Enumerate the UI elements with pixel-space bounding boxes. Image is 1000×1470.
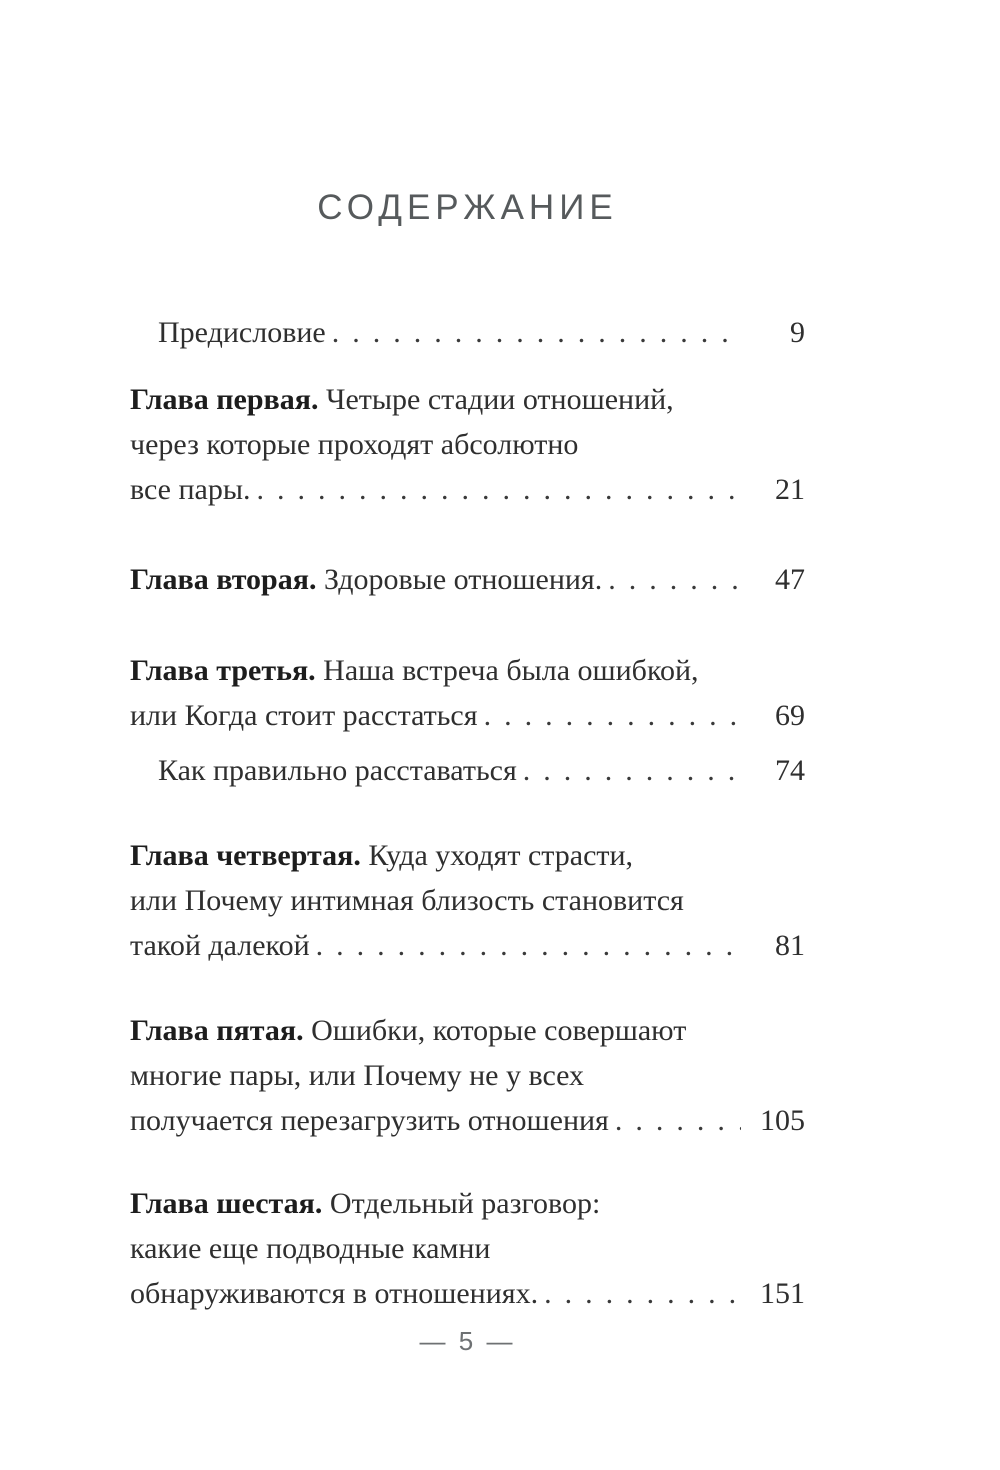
chapter-label: Глава третья. bbox=[130, 654, 316, 687]
toc-line: Глава пятая. Ошибки, которые совершают bbox=[130, 1008, 805, 1053]
page-title: СОДЕРЖАНИЕ bbox=[317, 188, 618, 227]
page-footer: — 5 — bbox=[130, 1324, 805, 1358]
folio-page-number: — 5 — bbox=[419, 1326, 516, 1356]
chapter-label: Глава первая. bbox=[130, 383, 319, 416]
dot-leader bbox=[523, 748, 741, 793]
toc-entry: Как правильно расставаться 74 bbox=[130, 748, 805, 793]
entry-text: получается перезагрузить отношения bbox=[130, 1104, 609, 1137]
toc-line: Предисловие 9 bbox=[158, 310, 805, 355]
dot-leader bbox=[257, 467, 741, 512]
toc-entry: Глава первая. Четыре стадии отношений, че… bbox=[130, 377, 805, 512]
page-number: 69 bbox=[775, 699, 805, 732]
entry-text: или Почему интимная близость становится bbox=[130, 884, 684, 917]
dot-leader bbox=[316, 923, 741, 968]
dot-leader bbox=[544, 1271, 741, 1316]
entry-text: многие пары, или Почему не у всех bbox=[130, 1059, 585, 1092]
page-number: 21 bbox=[775, 473, 805, 506]
entry-text: обнаруживаются в отношениях. bbox=[130, 1277, 539, 1310]
toc-line: обнаруживаются в отношениях. 151 bbox=[130, 1271, 805, 1316]
entry-text: Здоровые отношения. bbox=[316, 563, 603, 596]
entry-text: Куда уходят страсти, bbox=[360, 839, 634, 872]
toc-line: Глава шестая. Отдельный разговор: bbox=[130, 1181, 805, 1226]
toc-entry: Глава вторая. Здоровые отношения. 47 bbox=[130, 557, 805, 602]
toc-entry: Глава четвертая. Куда уходят страсти, или… bbox=[130, 833, 805, 968]
dot-leader bbox=[615, 1098, 741, 1143]
chapter-label: Глава шестая. bbox=[130, 1187, 323, 1220]
entry-text: Четыре стадии отношений, bbox=[318, 383, 674, 416]
toc-entry: Глава пятая. Ошибки, которые совершают мн… bbox=[130, 1008, 805, 1143]
toc-line: многие пары, или Почему не у всех bbox=[130, 1053, 805, 1098]
page-number: 47 bbox=[775, 563, 805, 596]
toc-line: или Когда стоит расстаться 69 bbox=[130, 693, 805, 738]
dot-leader bbox=[608, 557, 741, 602]
toc-entry: Глава третья. Наша встреча была ошибкой,… bbox=[130, 648, 805, 738]
entry-text: Как правильно расставаться bbox=[158, 754, 517, 787]
toc-line: такой далекой 81 bbox=[130, 923, 805, 968]
page-number: 74 bbox=[775, 754, 805, 787]
toc-line: Глава третья. Наша встреча была ошибкой, bbox=[130, 648, 805, 693]
toc-entry: Глава шестая. Отдельный разговор: какие е… bbox=[130, 1181, 805, 1316]
page-number: 9 bbox=[790, 316, 805, 349]
toc-entry: Предисловие 9 bbox=[130, 310, 805, 355]
dot-leader bbox=[332, 310, 741, 355]
toc-line: или Почему интимная близость становится bbox=[130, 878, 805, 923]
entry-text: через которые проходят абсолютно bbox=[130, 428, 579, 461]
chapter-label: Глава вторая. bbox=[130, 563, 317, 596]
page-number: 151 bbox=[760, 1277, 805, 1310]
entry-text: такой далекой bbox=[130, 929, 310, 962]
entry-text: какие еще подводные камни bbox=[130, 1232, 491, 1265]
toc-line: все пары. 21 bbox=[130, 467, 805, 512]
chapter-label: Глава четвертая. bbox=[130, 839, 361, 872]
toc-line: Как правильно расставаться 74 bbox=[158, 748, 805, 793]
entry-text: или Когда стоит расстаться bbox=[130, 699, 478, 732]
toc-line: Глава первая. Четыре стадии отношений, bbox=[130, 377, 805, 422]
toc-line: через которые проходят абсолютно bbox=[130, 422, 805, 467]
entry-text: Наша встреча была ошибкой, bbox=[315, 654, 699, 687]
page-number: 81 bbox=[775, 929, 805, 962]
toc-line: какие еще подводные камни bbox=[130, 1226, 805, 1271]
entry-text: Ошибки, которые совершают bbox=[303, 1014, 687, 1047]
toc-line: Глава вторая. Здоровые отношения. 47 bbox=[130, 557, 805, 602]
toc-line: получается перезагрузить отношения 105 bbox=[130, 1098, 805, 1143]
entry-text: Отдельный разговор: bbox=[322, 1187, 601, 1220]
chapter-label: Глава пятая. bbox=[130, 1014, 304, 1047]
dot-leader bbox=[484, 693, 741, 738]
table-of-contents: Предисловие 9 Глава первая. Четыре стадии … bbox=[130, 310, 805, 1316]
page-number: 105 bbox=[760, 1104, 805, 1137]
entry-text: Предисловие bbox=[158, 316, 326, 349]
toc-line: Глава четвертая. Куда уходят страсти, bbox=[130, 833, 805, 878]
entry-text: все пары. bbox=[130, 473, 251, 506]
